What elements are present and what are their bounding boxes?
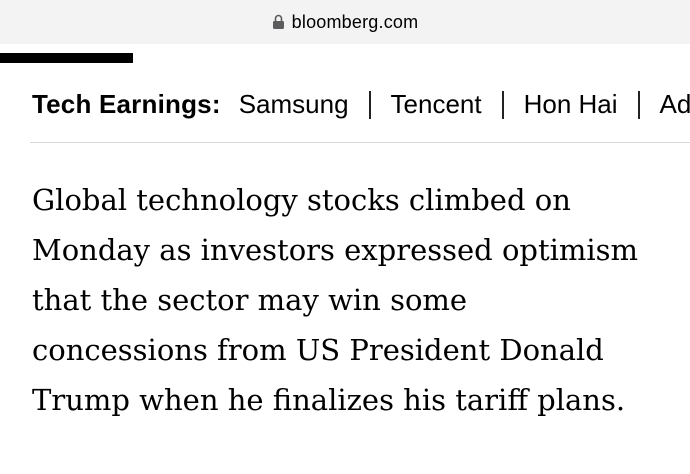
- article-line: Global technology stocks climbed on: [32, 183, 571, 217]
- article-line: concessions from US President Donald: [32, 333, 604, 367]
- ticker-item-tencent[interactable]: Tencent: [390, 89, 482, 119]
- article-line: that the sector may win some: [32, 283, 468, 317]
- lock-icon: [272, 14, 285, 30]
- article-paragraph: Global technology stocks climbed on Mond…: [0, 175, 690, 425]
- ticker-item-truncated[interactable]: Ad: [659, 89, 690, 119]
- ticker-separator: [501, 90, 504, 119]
- article-line: Trump when he finalizes his tariff plans…: [32, 383, 626, 417]
- url-text: bloomberg.com: [291, 11, 419, 32]
- scroll-progress-bar: [0, 53, 133, 63]
- browser-address-bar[interactable]: bloomberg.com: [0, 0, 690, 44]
- ticker-separator: [637, 90, 640, 119]
- ticker-item-samsung[interactable]: Samsung: [238, 89, 349, 119]
- ticker-label: Tech Earnings:: [32, 89, 221, 119]
- section-divider: [30, 142, 690, 143]
- ticker-item-hon-hai[interactable]: Hon Hai: [523, 89, 618, 119]
- article-line: Monday as investors expressed optimism: [32, 233, 639, 267]
- tech-earnings-ticker: Tech Earnings: Samsung Tencent Hon Hai A…: [0, 89, 690, 120]
- ticker-separator: [368, 90, 371, 119]
